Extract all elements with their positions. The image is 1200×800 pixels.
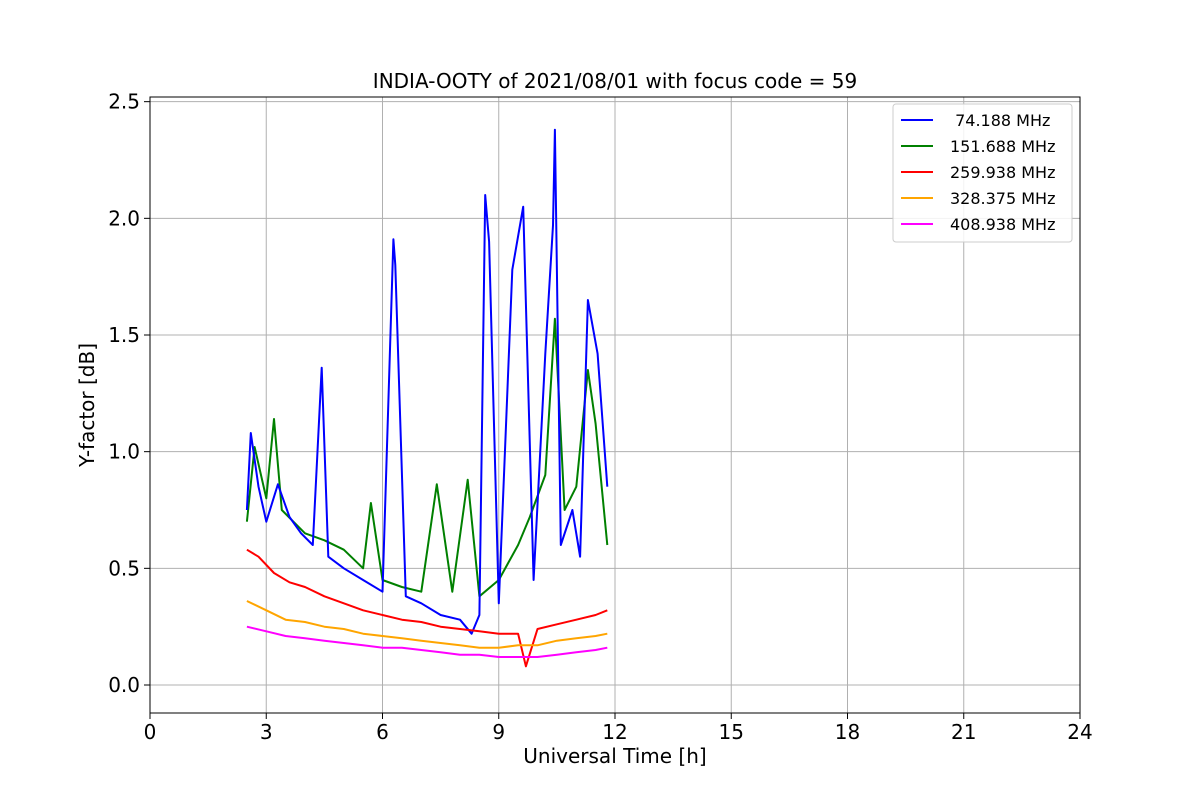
legend-label: 151.688 MHz [950,137,1055,156]
y-tick-label: 0.5 [108,556,140,580]
series-line-4 [246,625,608,658]
y-axis-label: Y-factor [dB] [75,343,99,468]
series-line-3 [246,600,608,649]
y-tick-label: 1.5 [108,323,140,347]
y-tick-label: 2.5 [108,90,140,114]
legend: 74.188 MHz 151.688 MHz 259.938 MHz 328.375 … [892,103,1073,243]
x-tick-label: 15 [719,720,744,744]
legend-box [892,103,1073,243]
x-tick-label: 24 [1067,720,1092,744]
y-tick-label: 0.0 [108,673,140,697]
x-tick-label: 0 [144,720,157,744]
x-tick-label: 21 [951,720,976,744]
x-tick-label: 3 [260,720,273,744]
y-tick-label: 2.0 [108,206,140,230]
series-layer [245,128,609,668]
legend-label: 328.375 MHz [950,189,1055,208]
y-tick-label: 1.0 [108,440,140,464]
x-tick-label: 12 [602,720,627,744]
x-tick-label: 18 [835,720,860,744]
ticks: 0 3 6 9 12 15 18 21 24 0.0 0.5 1.0 1.5 2.0 2.5 [108,90,1093,744]
legend-label: 74.188 MHz [950,111,1050,130]
x-tick-label: 6 [376,720,389,744]
series-line-0 [245,128,609,635]
legend-label: 408.938 MHz [950,215,1055,234]
series-line-2 [246,548,608,668]
x-tick-label: 9 [492,720,505,744]
legend-label: 259.938 MHz [950,163,1055,182]
chart-title: INDIA-OOTY of 2021/08/01 with focus code… [373,69,857,93]
x-axis-label: Universal Time [h] [523,744,706,768]
